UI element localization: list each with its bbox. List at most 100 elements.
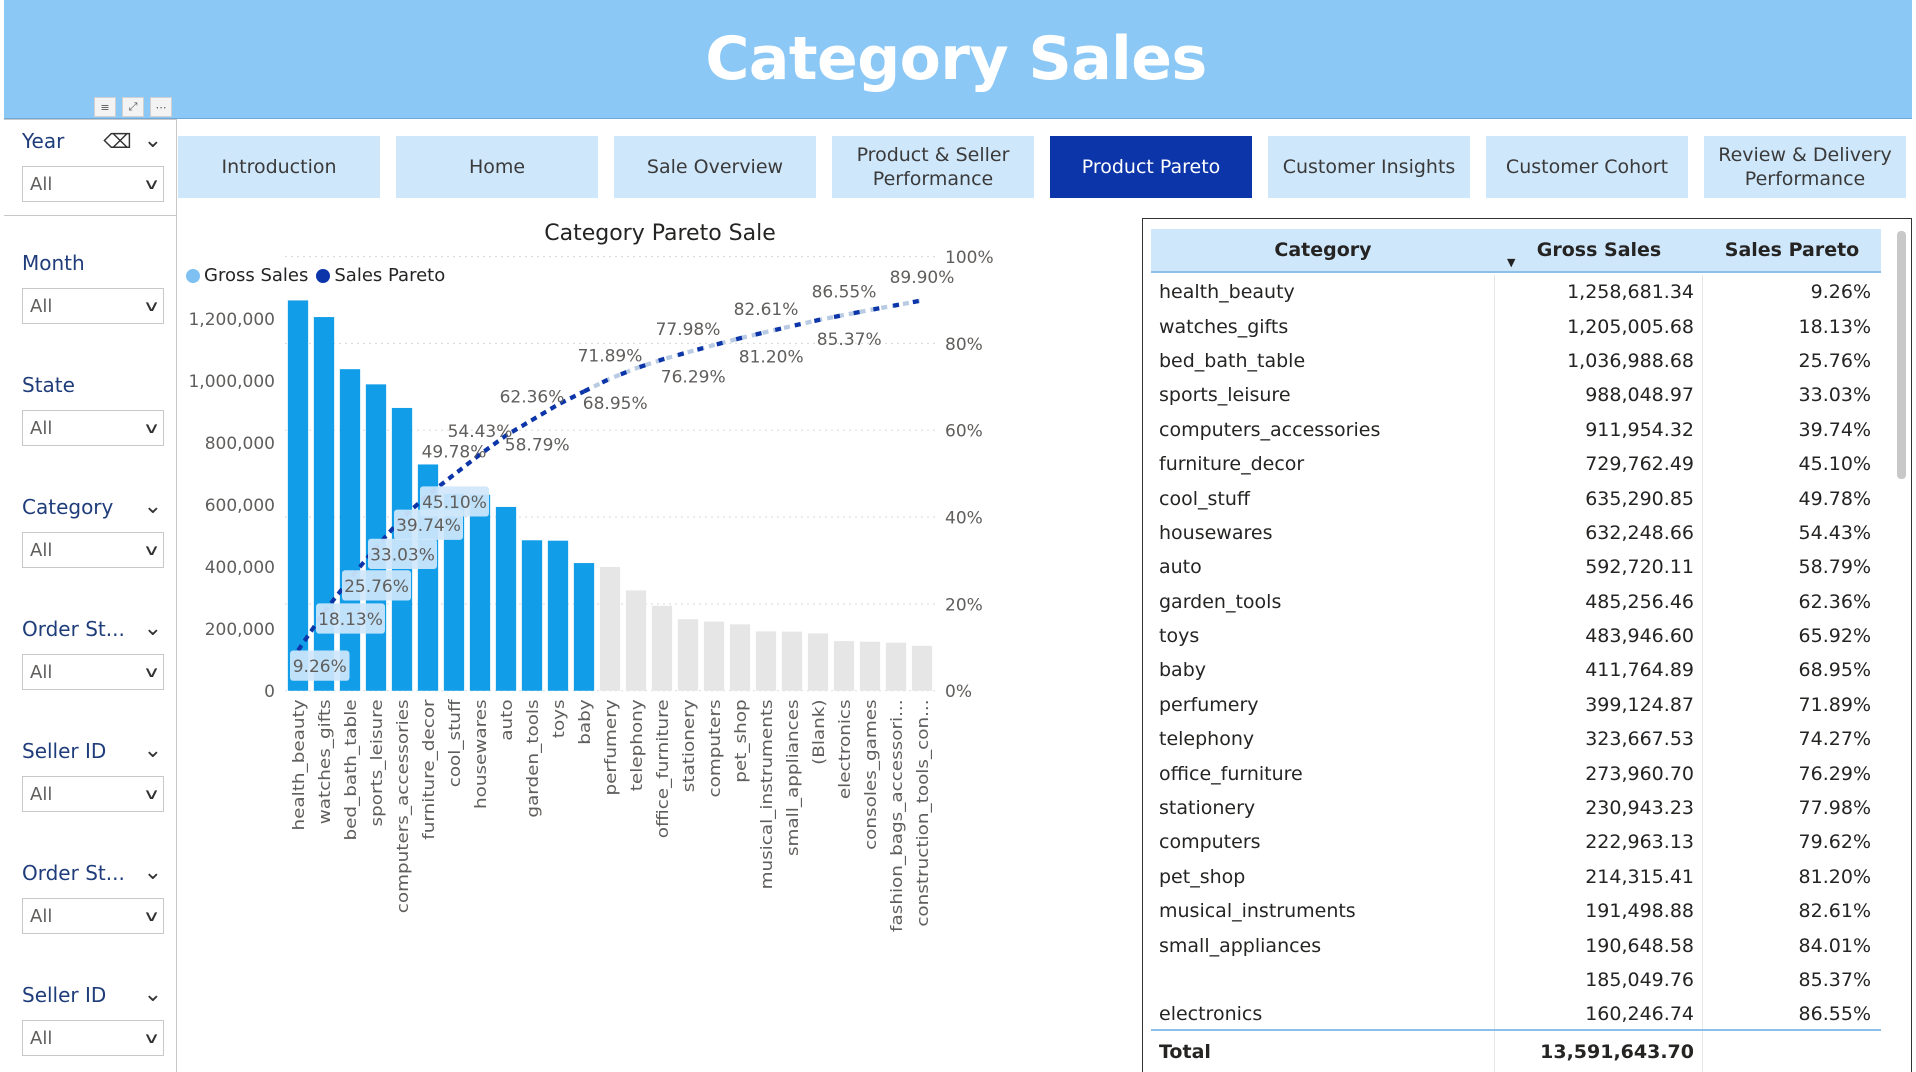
cell-sales-pareto: 62.36% (1703, 585, 1881, 619)
category-tick-label: garden_tools (524, 699, 542, 817)
slicer-value: All (30, 540, 52, 561)
cell-category: bed_bath_table (1151, 344, 1495, 378)
column-header-sales-pareto[interactable]: Sales Pareto (1703, 229, 1881, 271)
cell-category: office_furniture (1151, 756, 1495, 790)
nav-button-product-seller-performance[interactable]: Product & Seller Performance (832, 136, 1034, 198)
bar-musical_instruments[interactable] (756, 631, 776, 690)
table-row[interactable]: small_appliances 190,648.58 84.01% (1151, 928, 1881, 962)
collapse-chevron-icon[interactable]: ⌄ (144, 502, 162, 512)
more-options-icon[interactable]: ⋯ (150, 97, 172, 117)
collapse-chevron-icon[interactable]: ⌄ (144, 746, 162, 756)
table-row[interactable]: baby 411,764.89 68.95% (1151, 653, 1881, 687)
data-label: 49.78% (422, 442, 487, 462)
bar-baby[interactable] (574, 563, 594, 691)
slicer-dropdown[interactable]: All ∨ (22, 166, 164, 202)
bar-construction_tools_con...[interactable] (912, 646, 932, 691)
slicer-dropdown[interactable]: All ∨ (22, 654, 164, 690)
table-row[interactable]: perfumery 399,124.87 71.89% (1151, 688, 1881, 722)
clear-selections-icon[interactable]: ⌫ (103, 129, 131, 153)
table-row[interactable]: pet_shop 214,315.41 81.20% (1151, 860, 1881, 894)
table-row[interactable]: computers_accessories 911,954.32 39.74% (1151, 413, 1881, 447)
nav-button-sale-overview[interactable]: Sale Overview (614, 136, 816, 198)
slicer-dropdown[interactable]: All ∨ (22, 776, 164, 812)
table-row[interactable]: sports_leisure 988,048.97 33.03% (1151, 378, 1881, 412)
category-tick-label: furniture_decor (420, 698, 438, 839)
table-scrollbar[interactable] (1897, 231, 1906, 479)
slicer-dropdown[interactable]: All ∨ (22, 1020, 164, 1056)
bar-fashion_bags_accessori...[interactable] (886, 643, 906, 691)
bar-health_beauty[interactable] (288, 300, 308, 690)
slicer-title-label: State (22, 373, 75, 397)
column-header-gross-sales[interactable]: ▼ Gross Sales (1495, 229, 1703, 271)
bar-perfumery[interactable] (600, 567, 620, 691)
bar-pet_shop[interactable] (730, 624, 750, 690)
bar-electronics[interactable] (834, 641, 854, 691)
page-navigation: Introduction Home Sale Overview Product & S… (178, 136, 1912, 198)
nav-button-customer-cohort[interactable]: Customer Cohort (1486, 136, 1688, 198)
slicer-dropdown[interactable]: All ∨ (22, 288, 164, 324)
data-label: 62.36% (500, 388, 565, 408)
table-row[interactable]: musical_instruments 191,498.88 82.61% (1151, 894, 1881, 928)
table-row[interactable]: cool_stuff 635,290.85 49.78% (1151, 481, 1881, 515)
slicer-dropdown[interactable]: All ∨ (22, 898, 164, 934)
nav-button-introduction[interactable]: Introduction (178, 136, 380, 198)
nav-button-customer-insights[interactable]: Customer Insights (1268, 136, 1470, 198)
table-row[interactable]: bed_bath_table 1,036,988.68 25.76% (1151, 344, 1881, 378)
bar-computers[interactable] (704, 622, 724, 691)
bar-auto[interactable] (496, 507, 516, 691)
cell-gross-sales: 160,246.74 (1495, 997, 1703, 1031)
bar-telephony[interactable] (626, 590, 646, 690)
bar-consoles_games[interactable] (860, 642, 880, 691)
table-row[interactable]: garden_tools 485,256.46 62.36% (1151, 585, 1881, 619)
filter-icon[interactable]: ≡ (94, 97, 116, 117)
table-row[interactable]: 185,049.76 85.37% (1151, 963, 1881, 997)
table-row[interactable]: computers 222,963.13 79.62% (1151, 825, 1881, 859)
bar-small_appliances[interactable] (782, 632, 802, 691)
category-tick-label: electronics (836, 699, 854, 799)
table-row[interactable]: housewares 632,248.66 54.43% (1151, 516, 1881, 550)
bar-stationery[interactable] (678, 619, 698, 691)
nav-button-review-delivery-performance[interactable]: Review & Delivery Performance (1704, 136, 1906, 198)
column-header-category[interactable]: Category (1151, 229, 1495, 271)
cell-sales-pareto: 71.89% (1703, 688, 1881, 722)
right-axis-tick-label: 20% (945, 595, 983, 615)
nav-button-home[interactable]: Home (396, 136, 598, 198)
focus-mode-icon[interactable]: ⤢ (122, 97, 144, 117)
table-row[interactable]: auto 592,720.11 58.79% (1151, 550, 1881, 584)
bar-housewares[interactable] (470, 495, 490, 691)
nav-button-product-pareto[interactable]: Product Pareto (1050, 136, 1252, 198)
slicer-value: All (30, 296, 52, 317)
collapse-chevron-icon[interactable]: ⌄ (144, 624, 162, 634)
table-row[interactable]: health_beauty 1,258,681.34 9.26% (1151, 275, 1881, 309)
table-row[interactable]: toys 483,946.60 65.92% (1151, 619, 1881, 653)
total-gross-sales: 13,591,643.70 (1495, 1031, 1703, 1072)
table-row[interactable]: office_furniture 273,960.70 76.29% (1151, 756, 1881, 790)
cell-category: toys (1151, 619, 1495, 653)
slicer-dropdown[interactable]: All ∨ (22, 410, 164, 446)
collapse-chevron-icon[interactable]: ⌄ (144, 868, 162, 878)
cell-gross-sales: 988,048.97 (1495, 378, 1703, 412)
slicer-title: Seller ID ⌄ (22, 736, 166, 766)
left-axis-tick-label: 1,200,000 (188, 310, 275, 330)
table-row[interactable]: electronics 160,246.74 86.55% (1151, 997, 1881, 1031)
bar-toys[interactable] (548, 541, 568, 691)
table-total-row: Total 13,591,643.70 (1151, 1029, 1881, 1072)
bar-bed_bath_table[interactable] (340, 369, 360, 691)
bar-office_furniture[interactable] (652, 606, 672, 691)
slicer: Year ⌫ ⌄ All ∨ (22, 126, 166, 202)
category-tick-label: musical_instruments (758, 699, 776, 889)
table-row[interactable]: furniture_decor 729,762.49 45.10% (1151, 447, 1881, 481)
bar-garden_tools[interactable] (522, 540, 542, 690)
table-row[interactable]: watches_gifts 1,205,005.68 18.13% (1151, 309, 1881, 343)
data-label: 76.29% (661, 367, 726, 387)
table-row[interactable]: stationery 230,943.23 77.98% (1151, 791, 1881, 825)
bar-watches_gifts[interactable] (314, 317, 334, 691)
bar-(Blank)[interactable] (808, 633, 828, 690)
slicer-dropdown[interactable]: All ∨ (22, 532, 164, 568)
slicer: Order St... ⌄ All ∨ (22, 614, 166, 690)
collapse-chevron-icon[interactable]: ⌄ (144, 136, 162, 146)
cell-category: perfumery (1151, 688, 1495, 722)
collapse-chevron-icon[interactable]: ⌄ (144, 990, 162, 1000)
cell-category: musical_instruments (1151, 894, 1495, 928)
table-row[interactable]: telephony 323,667.53 74.27% (1151, 722, 1881, 756)
